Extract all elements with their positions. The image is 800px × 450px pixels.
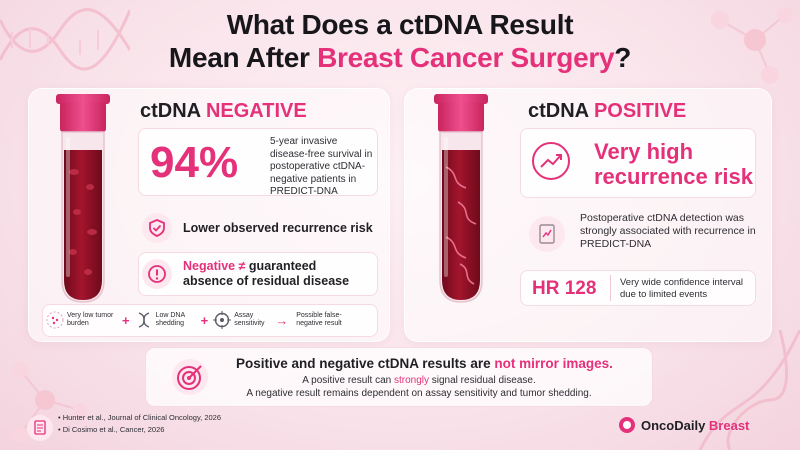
flow-label: Assay sensitivity — [234, 312, 265, 327]
negative-heading: ctDNA NEGATIVE — [140, 100, 307, 123]
document-chart-icon — [529, 216, 565, 252]
summary-line-2-accent: strongly — [393, 375, 429, 386]
hazard-ratio-value: HR 128 — [532, 278, 597, 299]
title-end: ? — [614, 42, 632, 73]
dots-icon — [46, 311, 64, 329]
brand-logo: OncoDaily Breast — [618, 416, 749, 434]
negative-warning-text: Negative ≠ guaranteed absence of residua… — [183, 259, 349, 289]
shield-icon — [142, 213, 172, 243]
flow-item-assay-sensitivity: Assay sensitivity — [213, 311, 270, 329]
oncodaily-logo-icon — [619, 417, 635, 433]
recurrence-risk-line-2: recurrence risk — [594, 164, 753, 189]
brand-name: OncoDaily Breast — [641, 418, 749, 433]
summary-line-3: A negative result remains dependent on a… — [246, 388, 592, 399]
target-arrow-icon — [172, 359, 208, 395]
brand-name-main: OncoDaily — [641, 417, 706, 433]
brand-name-accent: Breast — [705, 417, 750, 433]
negative-heading-plain: ctDNA — [140, 100, 206, 122]
flow-item-dna-shedding: Low DNA shedding — [135, 311, 196, 329]
positive-heading-plain: ctDNA — [528, 100, 594, 122]
title-line-1: What Does a ctDNA Result — [226, 9, 574, 40]
warning-icon — [142, 259, 172, 289]
negative-warning-line-1: Negative ≠ guaranteed — [183, 259, 349, 274]
negative-warning-line-2: absence of residual disease — [183, 274, 350, 288]
summary-box — [145, 347, 653, 407]
negative-warning-accent: Negative ≠ — [183, 259, 246, 273]
survival-percent: 94% — [150, 138, 239, 187]
recurrence-risk-text: Very high recurrence risk — [594, 139, 753, 189]
summary-headline: Positive and negative ctDNA results are … — [236, 356, 613, 372]
reference-text: Di Cosimo et al., Cancer, 2026 — [62, 425, 165, 434]
positive-heading: ctDNA POSITIVE — [528, 100, 686, 123]
summary-line-2-end: signal residual disease. — [429, 375, 536, 386]
recurrence-risk-line-1: Very high — [594, 139, 694, 164]
recurrence-risk-card — [520, 128, 756, 198]
flow-item-tumor-burden: Very low tumor burden — [46, 311, 117, 329]
dna-helix-decoration-icon — [698, 330, 800, 450]
detection-text: Postoperative ctDNA detection was strong… — [580, 212, 756, 250]
flow-item-false-negative: Possible false-negative result — [293, 312, 351, 328]
summary-line-2: A positive result can strongly signal re… — [214, 374, 624, 387]
hazard-ratio-card — [520, 270, 756, 306]
false-negative-flow-card — [42, 304, 378, 337]
lower-risk-text: Lower observed recurrence risk — [183, 221, 373, 235]
test-tube-negative-icon — [56, 94, 110, 303]
target-icon — [213, 311, 232, 329]
references: • Hunter et al., Journal of Clinical Onc… — [58, 412, 221, 436]
summary-line-2-plain: A positive result can — [302, 375, 394, 386]
trend-up-icon — [532, 142, 570, 180]
dna-helix-decoration-icon — [0, 8, 130, 71]
page-title: What Does a ctDNA Result Mean After Brea… — [0, 8, 800, 74]
title-line-2: Mean After Breast Cancer Surgery? — [0, 41, 800, 74]
molecule-decoration-icon — [711, 7, 793, 84]
summary-headline-plain: Positive and negative ctDNA results are — [236, 356, 495, 371]
document-icon — [27, 415, 53, 441]
reference-item: • Hunter et al., Journal of Clinical Onc… — [58, 413, 221, 422]
summary-headline-accent: not mirror images. — [494, 356, 613, 371]
negative-warning-plain: guaranteed — [245, 259, 317, 273]
dna-icon — [138, 312, 149, 328]
reference-item: • Di Cosimo et al., Cancer, 2026 — [58, 425, 165, 434]
plus-sign: + — [122, 312, 130, 328]
false-negative-flow: Very low tumor burden + Low DNA shedding… — [46, 305, 372, 335]
title-plain: Mean After — [168, 42, 318, 73]
reference-text: Hunter et al., Journal of Clinical Oncol… — [62, 413, 221, 422]
divider — [610, 275, 611, 301]
title-accent: Breast Cancer Surgery — [317, 42, 615, 73]
flow-label: Possible false-negative result — [296, 312, 342, 327]
negative-warning-card — [138, 252, 378, 296]
survival-stat-card — [138, 128, 378, 196]
hazard-ratio-text: Very wide confidence interval due to lim… — [620, 277, 744, 300]
flow-label: Low DNA shedding — [155, 312, 185, 327]
flow-label: Very low tumor burden — [67, 312, 114, 327]
arrow-right-icon: → — [275, 312, 289, 328]
test-tube-positive-icon — [434, 94, 488, 303]
survival-description: 5-year invasive disease-free survival in… — [270, 136, 373, 197]
plus-sign: + — [200, 312, 209, 328]
positive-heading-accent: POSITIVE — [593, 100, 687, 122]
negative-heading-accent: NEGATIVE — [205, 100, 307, 122]
